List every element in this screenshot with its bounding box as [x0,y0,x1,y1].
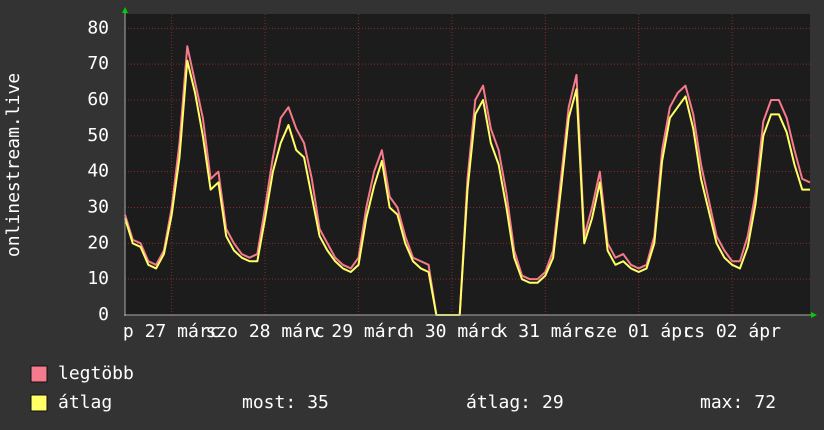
x-tick-label: sze 01 ápr [585,321,694,342]
stat-value: 35 [307,392,329,413]
stat-label: most: [242,392,296,413]
legend-swatch [30,394,48,412]
y-tick-label: 20 [87,232,109,253]
y-axis-label: onlinestream.live [3,73,24,257]
axis-arrow [811,312,817,318]
y-tick-label: 50 [87,125,109,146]
x-tick-label: h 30 márc [403,321,501,342]
stat-value: 72 [754,392,776,413]
plot-area [125,14,810,315]
stat-value: 29 [542,392,564,413]
y-tick-label: 80 [87,17,109,38]
legend: legtöbb átlag most: 35 átlag: 29 max: 72 [30,363,776,413]
lines [124,45,811,316]
grid [125,14,810,316]
series-line [124,59,810,316]
series-line [124,45,811,316]
stat-label: max: [700,392,743,413]
stat-label: átlag: [466,392,531,413]
x-tick-label: cs 02 ápr [683,321,781,342]
y-tick-label: 70 [87,53,109,74]
y-tick-label: 10 [87,268,109,289]
x-tick-label: v 29 márc [310,321,408,342]
x-tick-label: p 27 márc [123,321,221,342]
legend-label: átlag [58,392,112,413]
y-tick-label: 30 [87,197,109,218]
y-tick-label: 60 [87,89,109,110]
y-tick-label: 40 [87,161,109,182]
x-tick-label: k 31 márc [497,321,595,342]
legend-swatch [30,365,48,383]
legend-label: legtöbb [58,363,134,384]
x-tick-label: szo 28 márc [206,321,325,342]
y-tick-label: 0 [98,304,109,325]
axis-arrow [122,7,128,13]
